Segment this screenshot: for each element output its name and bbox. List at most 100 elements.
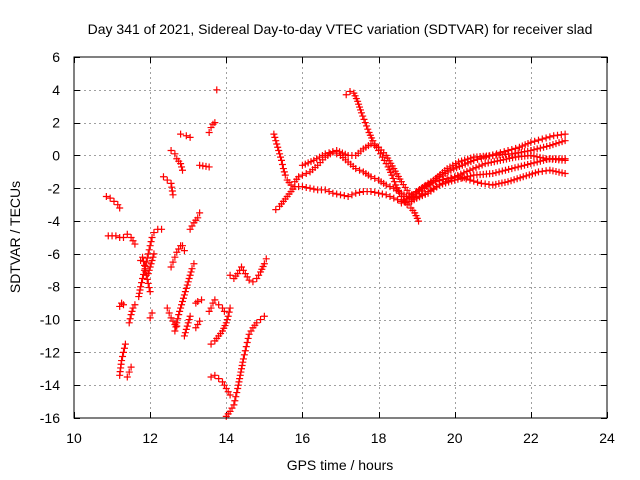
data-point [136, 286, 144, 294]
data-point [224, 312, 232, 320]
series-arc-10 [144, 250, 158, 278]
data-point [245, 276, 253, 284]
series-arc-20 [192, 317, 204, 332]
data-point [238, 365, 246, 373]
data-point [552, 168, 560, 176]
data-point [470, 156, 478, 164]
data-point [127, 311, 135, 319]
data-point [194, 297, 202, 305]
data-point [178, 301, 186, 309]
data-point [139, 275, 147, 283]
data-point [215, 375, 223, 383]
data-point [143, 275, 151, 283]
data-point [185, 275, 193, 283]
data-point [126, 315, 134, 323]
data-point [139, 253, 147, 261]
data-point [232, 393, 240, 401]
data-point [240, 351, 248, 359]
data-point [123, 230, 131, 238]
x-tick-labels: 10 12 14 16 18 20 22 24 [66, 430, 615, 446]
data-point [538, 135, 546, 143]
data-point [458, 157, 466, 165]
data-point [481, 160, 489, 168]
data-point [243, 339, 251, 347]
series-arc-4 [116, 340, 129, 379]
data-point [148, 234, 156, 241]
series-arc-12 [159, 173, 177, 199]
data-point [112, 232, 120, 240]
data-point [390, 194, 398, 202]
data-point [179, 242, 187, 250]
data-point [260, 312, 268, 320]
data-point [371, 188, 379, 196]
data-point [501, 166, 509, 174]
y-tick-label: 4 [52, 82, 60, 98]
data-point [146, 314, 154, 322]
data-point [198, 296, 206, 304]
data-point [472, 164, 480, 172]
data-point [561, 170, 569, 178]
data-point [181, 329, 189, 337]
data-point [498, 179, 506, 187]
data-point [508, 165, 516, 173]
data-point [120, 344, 128, 352]
data-point [207, 340, 215, 348]
data-point [186, 133, 194, 141]
data-point [367, 188, 375, 196]
data-point [528, 170, 536, 178]
data-point [123, 373, 131, 381]
data-point [466, 176, 474, 184]
data-point [135, 289, 143, 297]
series-arc-27 [213, 86, 221, 94]
data-point [390, 178, 398, 186]
data-point [143, 254, 151, 262]
data-point [226, 304, 234, 312]
data-point [533, 145, 541, 153]
data-point [455, 158, 463, 166]
data-point [519, 173, 527, 181]
data-point [186, 271, 194, 279]
data-point [144, 270, 152, 278]
data-point [561, 130, 569, 138]
data-point [139, 257, 147, 265]
data-point [517, 162, 525, 170]
data-point [386, 183, 394, 191]
series-arc-29 [222, 312, 268, 420]
data-point [487, 158, 495, 166]
data-point [530, 159, 538, 167]
data-point [386, 192, 394, 200]
data-point [352, 189, 360, 197]
data-point [546, 142, 554, 150]
data-point [495, 168, 503, 176]
data-point [274, 143, 282, 151]
series-arc-36 [413, 130, 569, 196]
data-point [205, 128, 213, 136]
data-point [225, 308, 233, 316]
x-tick-label: 14 [218, 430, 234, 446]
data-point [131, 301, 139, 309]
data-point [466, 166, 474, 174]
data-point [389, 174, 397, 182]
data-point [298, 171, 306, 179]
data-point [530, 152, 538, 160]
data-point [272, 206, 280, 214]
series-arc-1 [102, 192, 124, 212]
data-point [226, 391, 234, 399]
data-point [546, 133, 554, 141]
data-point [496, 156, 504, 164]
data-point [474, 178, 482, 186]
y-tick-label: -10 [40, 312, 60, 328]
data-point [271, 133, 279, 141]
data-point [364, 125, 372, 133]
data-point [371, 174, 379, 182]
data-point [558, 169, 566, 177]
data-point [150, 229, 158, 237]
data-point [172, 323, 180, 331]
data-point [110, 197, 118, 205]
data-point [439, 176, 447, 184]
data-point [236, 371, 244, 379]
data-point [135, 293, 143, 301]
y-tick-label: -4 [48, 213, 61, 229]
data-point [231, 397, 239, 405]
